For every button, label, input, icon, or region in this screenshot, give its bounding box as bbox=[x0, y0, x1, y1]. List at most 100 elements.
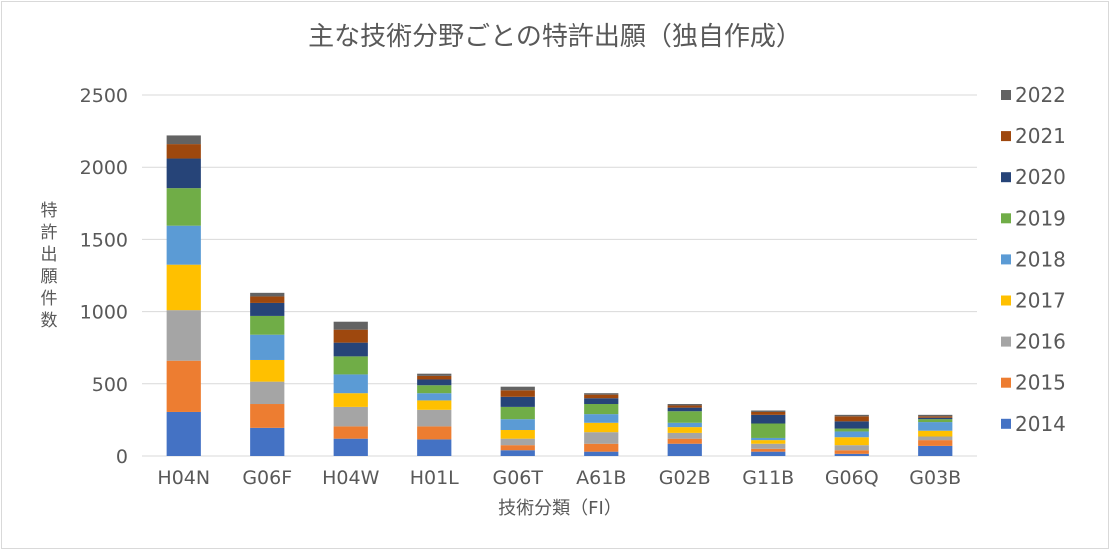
bar-segment-G06T-2021 bbox=[500, 390, 535, 397]
bar-segment-G06T-2018 bbox=[500, 419, 535, 431]
bar-segment-A61B-2019 bbox=[584, 404, 619, 415]
bar-segment-A61B-2022 bbox=[584, 393, 619, 395]
bar-segment-H01L-2018 bbox=[417, 393, 452, 401]
legend-swatch bbox=[1001, 254, 1011, 265]
bar-segment-G06Q-2020 bbox=[834, 421, 869, 429]
bar-segment-H04N-2015 bbox=[166, 360, 201, 412]
bar-segment-H01L-2020 bbox=[417, 379, 452, 386]
x-tick-label: A61B bbox=[576, 467, 626, 489]
bar-segment-A61B-2015 bbox=[584, 443, 619, 452]
legend-item-2021: 2021 bbox=[1001, 124, 1066, 148]
bar-segment-G02B-2014 bbox=[667, 443, 702, 456]
bar-segment-G03B-2015 bbox=[918, 440, 953, 446]
bar-segment-G06Q-2022 bbox=[834, 414, 869, 417]
legend-label: 2015 bbox=[1015, 371, 1066, 395]
bar-segment-H04W-2016 bbox=[333, 406, 368, 427]
bar-segment-G02B-2021 bbox=[667, 405, 702, 408]
legend-item-2014: 2014 bbox=[1001, 412, 1066, 436]
x-tick-label: G06Q bbox=[825, 467, 879, 489]
legend-label: 2022 bbox=[1015, 83, 1066, 107]
legend-item-2016: 2016 bbox=[1001, 330, 1066, 354]
legend-label: 2018 bbox=[1015, 247, 1066, 271]
bar-segment-H04N-2019 bbox=[166, 188, 201, 226]
y-tick-label: 1500 bbox=[80, 229, 128, 251]
bar-segment-G11B-2017 bbox=[751, 440, 786, 444]
bar-stack-G06Q bbox=[834, 414, 869, 456]
legend-swatch bbox=[1001, 213, 1011, 224]
legend-item-2018: 2018 bbox=[1001, 247, 1066, 271]
x-tick-label: H04W bbox=[322, 467, 379, 489]
bar-segment-G02B-2015 bbox=[667, 438, 702, 444]
legend-item-2015: 2015 bbox=[1001, 371, 1066, 395]
legend-label: 2014 bbox=[1015, 412, 1066, 436]
y-tick-label: 2000 bbox=[80, 157, 128, 179]
y-axis-label: 特許出願件数 bbox=[40, 201, 58, 331]
bar-segment-G02B-2017 bbox=[667, 427, 702, 433]
bar-segment-G06T-2020 bbox=[500, 396, 535, 407]
bar-segment-G06Q-2018 bbox=[834, 431, 869, 438]
bar-stack-H04W bbox=[333, 321, 368, 456]
bar-segment-G03B-2021 bbox=[918, 416, 953, 418]
bar-segment-G06Q-2016 bbox=[834, 445, 869, 451]
bar-segment-H01L-2016 bbox=[417, 409, 452, 427]
legend-swatch bbox=[1001, 295, 1011, 306]
bar-segment-A61B-2021 bbox=[584, 394, 619, 399]
bar-segment-G02B-2022 bbox=[667, 404, 702, 406]
x-tick-label: G03B bbox=[909, 467, 961, 489]
bar-segment-G06F-2015 bbox=[250, 404, 285, 428]
bar-segment-H04W-2014 bbox=[333, 438, 368, 456]
bar-segment-G02B-2018 bbox=[667, 422, 702, 428]
bar-segment-G06T-2022 bbox=[500, 386, 535, 391]
bar-segment-H01L-2015 bbox=[417, 426, 452, 440]
x-tick-label: H04N bbox=[157, 467, 210, 489]
bar-segment-A61B-2014 bbox=[584, 451, 619, 456]
bar-segment-H01L-2022 bbox=[417, 373, 452, 376]
x-tick-labels: H04N G06F H04W H01L G06T A61B G02B G11B G06Q G03B bbox=[157, 467, 961, 489]
bar-segment-G06F-2017 bbox=[250, 359, 285, 382]
bar-segment-G06F-2019 bbox=[250, 315, 285, 335]
bar-segment-G06Q-2014 bbox=[834, 453, 869, 456]
y-tick-label: 2500 bbox=[80, 85, 128, 107]
x-tick-label: G02B bbox=[659, 467, 711, 489]
bar-segment-G06T-2017 bbox=[500, 430, 535, 439]
bar-segment-H04N-2016 bbox=[166, 310, 201, 361]
bar-segment-H04W-2015 bbox=[333, 426, 368, 439]
bar-segment-G06T-2015 bbox=[500, 445, 535, 451]
legend-swatch bbox=[1001, 336, 1011, 347]
bar-segment-G06F-2021 bbox=[250, 296, 285, 303]
chart-title: 主な技術分野ごとの特許出願（独自作成） bbox=[308, 22, 802, 52]
bar-segment-G02B-2019 bbox=[667, 411, 702, 423]
bar-segment-H01L-2021 bbox=[417, 375, 452, 380]
bar-segment-G11B-2020 bbox=[751, 414, 786, 424]
bar-segment-H04N-2014 bbox=[166, 411, 201, 456]
bar-stack-G02B bbox=[667, 404, 702, 456]
bar-segment-G06Q-2021 bbox=[834, 416, 869, 422]
bar-stack-G06F bbox=[250, 292, 285, 456]
bar-stack-H01L bbox=[417, 373, 452, 456]
bar-segment-G11B-2019 bbox=[751, 423, 786, 438]
bar-segment-H04W-2017 bbox=[333, 393, 368, 407]
legend-swatch bbox=[1001, 131, 1011, 142]
bar-segment-G06T-2014 bbox=[500, 450, 535, 456]
bar-segment-G06F-2014 bbox=[250, 427, 285, 456]
bar-segment-G11B-2016 bbox=[751, 443, 786, 449]
bar-stack-G06T bbox=[500, 386, 535, 456]
bar-segment-H01L-2014 bbox=[417, 439, 452, 456]
bar-segment-H04N-2020 bbox=[166, 158, 201, 189]
bar-segment-H04N-2018 bbox=[166, 225, 201, 265]
bar-segment-H04W-2018 bbox=[333, 374, 368, 394]
legend-item-2020: 2020 bbox=[1001, 165, 1066, 189]
bar-segment-G03B-2014 bbox=[918, 445, 953, 456]
bar-segment-G06T-2019 bbox=[500, 406, 535, 420]
bars bbox=[166, 135, 953, 456]
legend-item-2022: 2022 bbox=[1001, 83, 1066, 107]
legend-swatch bbox=[1001, 418, 1011, 429]
legend-label: 2016 bbox=[1015, 330, 1066, 354]
bar-stack-G11B bbox=[751, 410, 786, 456]
y-tick-label: 1000 bbox=[80, 302, 128, 324]
x-tick-label: G06T bbox=[492, 467, 543, 489]
legend: 2022 2021 2020 2019 2018 2017 2016 2015 2014 bbox=[1001, 83, 1066, 436]
bar-segment-G11B-2022 bbox=[751, 410, 786, 412]
x-tick-label: G11B bbox=[742, 467, 794, 489]
